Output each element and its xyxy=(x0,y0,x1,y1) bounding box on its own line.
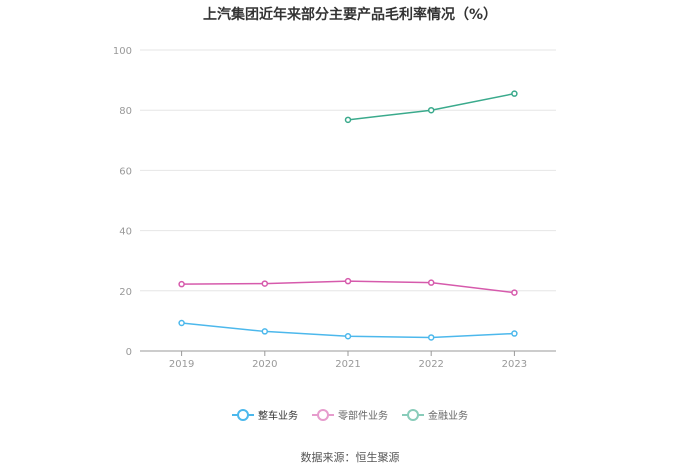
series-line-3 xyxy=(347,92,515,121)
data-point xyxy=(261,328,269,335)
data-point xyxy=(427,279,435,286)
legend-item-2[interactable]: 零部件业务 xyxy=(312,407,388,422)
data-point xyxy=(511,330,518,337)
legend-swatch xyxy=(402,408,424,421)
data-point xyxy=(511,289,518,296)
x-tick-label: 2019 xyxy=(169,359,194,370)
legend: 整车业务 零部件业务 金融业务 xyxy=(0,407,700,422)
x-tick-label: 2023 xyxy=(502,359,527,370)
y-tick-label: 100 xyxy=(113,46,132,57)
legend-swatch xyxy=(312,408,334,421)
y-tick-label: 40 xyxy=(119,227,132,238)
legend-label: 金融业务 xyxy=(428,411,468,422)
data-point xyxy=(261,280,269,287)
data-point xyxy=(344,333,352,340)
legend-swatch xyxy=(232,408,254,421)
y-tick-label: 60 xyxy=(119,166,132,177)
x-tick-label: 2021 xyxy=(335,359,360,370)
x-tick-label: 2020 xyxy=(252,359,277,370)
data-point xyxy=(344,277,352,285)
legend-label: 整车业务 xyxy=(258,411,298,422)
y-tick-label: 80 xyxy=(119,106,132,117)
data-source: 数据来源：恒生聚源 xyxy=(300,451,400,464)
legend-label: 零部件业务 xyxy=(338,411,388,422)
x-tick-label: 2022 xyxy=(418,359,443,370)
legend-item-1[interactable]: 整车业务 xyxy=(232,407,298,422)
y-tick-label: 20 xyxy=(119,287,132,298)
data-point xyxy=(427,106,435,114)
data-point xyxy=(178,280,185,288)
data-point xyxy=(511,90,518,97)
data-point xyxy=(178,319,185,327)
chart-title: 上汽集团近年来部分主要产品毛利率情况（%） xyxy=(202,7,498,23)
data-point xyxy=(427,334,435,341)
legend-item-3[interactable]: 金融业务 xyxy=(402,407,468,422)
data-point xyxy=(344,116,352,124)
y-tick-label: 0 xyxy=(126,347,132,358)
